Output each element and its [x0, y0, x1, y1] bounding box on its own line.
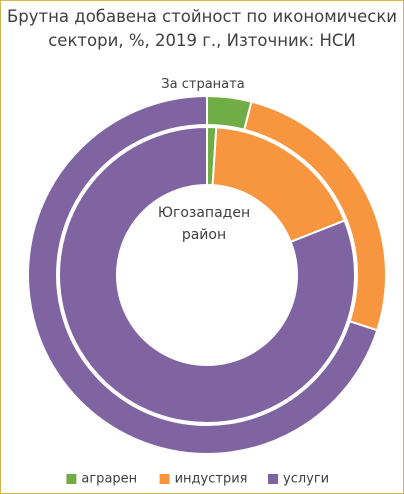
legend-label: индустрия	[175, 472, 248, 487]
ring-label: За страната	[161, 77, 245, 92]
legend-swatch	[268, 474, 278, 484]
legend-swatch	[159, 474, 170, 484]
ring-label: Югозападен район	[157, 205, 251, 243]
donut-segment	[58, 125, 356, 424]
donut-segment	[27, 94, 379, 455]
legend-label: услуги	[283, 472, 329, 487]
legend-swatch	[66, 474, 77, 484]
chart-title: Брутна добавена стойност по икономически…	[6, 7, 398, 50]
legend-label: аграрен	[81, 472, 137, 487]
